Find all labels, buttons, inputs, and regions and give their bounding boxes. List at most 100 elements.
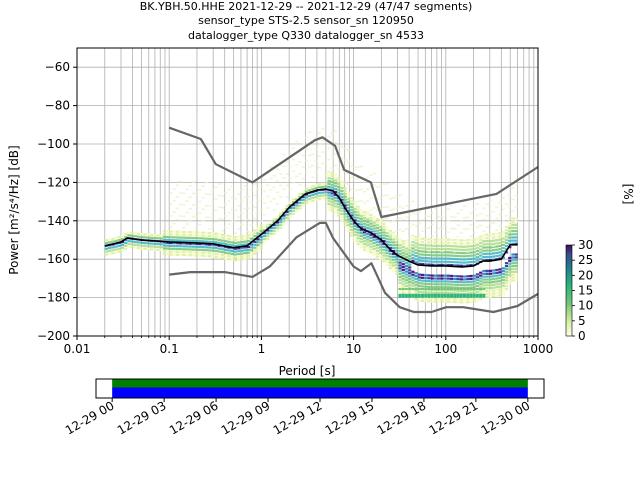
colorbar [565,244,573,337]
heatmap-cell [511,273,515,276]
heatmap-cell-faint [240,189,244,191]
heatmap-cell [482,236,486,240]
heatmap-cell [153,242,157,245]
heatmap-cell [414,258,418,261]
heatmap-cell [504,262,509,265]
heatmap-cell [224,234,228,237]
heatmap-cell-faint [249,224,254,226]
heatmap-cell [456,293,460,298]
heatmap-cell [217,256,221,259]
heatmap-cell [337,200,341,203]
heatmap-cell [514,223,518,226]
heatmap-cell [253,249,257,252]
heatmap-cell-faint [333,164,338,167]
heatmap-cell [353,230,357,234]
heatmap-cell [343,204,347,207]
heatmap-cell [391,244,396,247]
heatmap-cell [504,235,509,238]
heatmap-cell [314,195,318,198]
heatmap-cell-faint [298,172,302,175]
heatmap-cell [511,264,515,268]
heatmap-cell [491,289,496,292]
heatmap-cell [446,277,451,280]
heatmap-cell [450,274,454,278]
heatmap-cell-faint [330,155,334,158]
heatmap-cell-faint [204,181,209,184]
heatmap-cell [214,255,218,258]
heatmap-cell-faint [495,241,499,243]
heatmap-cell [388,252,392,255]
heatmap-cell [508,246,512,249]
heatmap-cell-faint [249,201,254,203]
heatmap-cell [479,254,483,257]
heatmap-cell [401,251,405,254]
heatmap-cell-faint [417,211,422,213]
heatmap-cell [182,251,186,254]
heatmap-cell [459,298,463,301]
heatmap-cell [459,301,463,304]
heatmap-cell [178,233,183,236]
heatmap-cell-faint [201,208,205,211]
heatmap-cell [104,239,108,242]
heatmap-cell [279,218,283,221]
heatmap-cell [208,234,212,238]
heatmap-cell-faint [304,171,309,173]
heatmap-cell [446,291,451,295]
heatmap-cell [501,290,505,293]
heatmap-cell [456,258,460,261]
heatmap-cell [488,255,492,259]
heatmap-cell-faint [314,171,318,174]
heatmap-cell [272,232,276,235]
heatmap-cell [256,244,260,247]
heatmap-cell [466,254,470,258]
heatmap-cell [375,238,380,241]
heatmap-cell [466,293,470,298]
heatmap-cell [472,300,476,303]
heatmap-cell-faint [246,207,250,209]
heatmap-cell [408,280,412,283]
heatmap-cell [508,230,512,233]
heatmap-cell-faint [262,179,267,181]
heatmap-cell [388,244,392,247]
heatmap-cell-faint [279,196,283,198]
heatmap-cell [388,258,392,261]
heatmap-cell-faint [508,205,512,208]
heatmap-cell [504,279,509,282]
heatmap-cell-faint [469,212,473,215]
heatmap-cell [308,186,312,189]
heatmap-cell [508,282,512,285]
heatmap-cell-faint [398,194,402,196]
heatmap-cell-faint [453,216,457,218]
heatmap-cell [337,214,341,217]
heatmap-cell [459,245,463,248]
heatmap-cell [453,298,457,301]
heatmap-cell [388,255,392,258]
heatmap-cell [485,272,489,275]
heatmap-cell [466,278,470,281]
heatmap-cell [256,226,260,229]
heatmap-cell [411,273,415,276]
heatmap-cell-faint [220,206,225,209]
heatmap-cell [317,191,321,195]
heatmap-cell-faint [320,151,325,153]
heatmap-cell-faint [453,239,457,241]
heatmap-cell [324,182,328,185]
heatmap-cell [266,223,270,226]
heatmap-cell [411,276,415,279]
heatmap-cell [188,242,192,245]
heatmap-cell [133,232,138,235]
heatmap-cell [153,245,157,248]
heatmap-cell [504,270,509,273]
heatmap-cell-faint [382,183,386,185]
heatmap-cell [514,259,518,262]
heatmap-cell-faint [201,220,205,222]
heatmap-cell [385,234,389,238]
heatmap-cell [495,280,499,283]
heatmap-cell [379,257,383,260]
heatmap-cell [488,287,492,290]
heatmap-cell [411,293,415,298]
heatmap-cell [295,198,299,201]
heatmap-cell [501,240,505,243]
plot-frame [76,47,539,337]
heatmap-cell [469,274,473,278]
